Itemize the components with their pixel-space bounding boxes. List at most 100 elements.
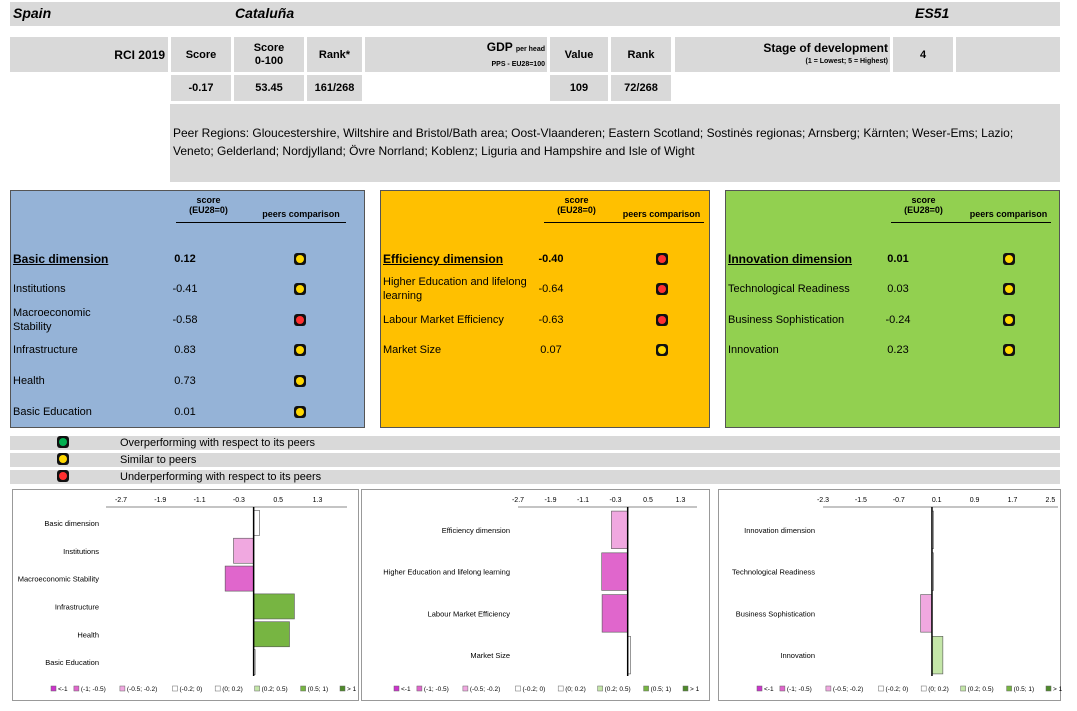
- rci-score100-value: 53.45: [234, 75, 304, 101]
- yellow-traffic-light-icon: [57, 453, 69, 465]
- legend-swatch: [393, 685, 400, 692]
- x-tick-label: -0.7: [893, 497, 905, 504]
- legend-label: > 1: [1053, 686, 1062, 693]
- indicator-score: -0.63: [538, 314, 564, 326]
- stage-label: Stage of development (1 = Lowest; 5 = Hi…: [675, 37, 890, 72]
- chart-svg: -2.3 -1.5 -0.7 0.1 0.9 1.7 2.5 Innovation dimen…: [732, 497, 1062, 693]
- score-column-header: score (EU28=0): [181, 195, 236, 215]
- yellow-traffic-light-icon-lamp: [296, 377, 304, 385]
- indicator-row: Basic Education 0.01: [13, 397, 362, 427]
- indicator-score: -0.64: [538, 283, 564, 295]
- legend-swatch: [1045, 685, 1052, 692]
- indicator-score: 0.83: [174, 344, 196, 356]
- peers-light-cell: [656, 344, 668, 356]
- indicator-name: Labour Market Efficiency: [383, 314, 504, 326]
- dimension-score: 0.01: [887, 253, 909, 265]
- gdp-label-small2: PPS - EU28=100: [491, 61, 545, 68]
- indicator-row: Business Sophistication -0.24: [728, 305, 1057, 335]
- bar-basic-dimension: [253, 510, 260, 536]
- peers-light-cell: [294, 314, 306, 326]
- legend-swatch: [339, 685, 346, 692]
- yellow-traffic-light-icon-lamp: [296, 255, 304, 263]
- score100-line2: 0-100: [254, 54, 284, 67]
- category-label: Market Size: [470, 651, 510, 660]
- indicator-name: Market Size: [383, 344, 442, 356]
- legend-label: (0.2; 0.5): [605, 686, 631, 693]
- region-header: Spain Cataluña ES51: [10, 2, 1060, 26]
- x-tick-label: -0.3: [233, 497, 245, 504]
- yellow-traffic-light-icon-lamp: [1005, 255, 1013, 263]
- peers-light-cell: [294, 253, 306, 265]
- legend-label: (0.5; 1): [308, 686, 329, 693]
- indicator-name: Innovation: [728, 344, 779, 356]
- legend-swatch: [960, 685, 966, 692]
- x-tick-label: -2.3: [817, 497, 829, 504]
- score-header-line2: (EU28=0): [189, 205, 228, 215]
- category-label: Business Sophistication: [736, 609, 815, 618]
- dimension-header-row: Efficiency dimension -0.40: [383, 244, 707, 274]
- indicator-score: -0.24: [885, 314, 911, 326]
- peers-light-cell: [294, 283, 306, 295]
- x-tick-label: 0.5: [273, 497, 283, 504]
- dimension-title: Efficiency dimension: [383, 252, 504, 266]
- dimension-box-efficiency: score (EU28=0) peers comparison Efficiency …: [380, 190, 710, 428]
- yellow-traffic-light-icon: [1003, 344, 1015, 356]
- score-column-header: score (EU28=0): [896, 195, 951, 215]
- rci-rank-value: 161/268: [307, 75, 362, 101]
- dimension-score: -0.40: [538, 253, 564, 265]
- legend-label: (0.2; 0.5): [968, 686, 994, 693]
- dimension-box-basic: score (EU28=0) peers comparison Basic dimen…: [10, 190, 365, 428]
- x-tick-label: -1.1: [577, 497, 589, 504]
- legend-label: <-1: [764, 686, 774, 693]
- category-label: Macroeconomic Stability: [18, 575, 100, 584]
- indicator-name: Technological Readiness: [728, 283, 850, 295]
- dimension-title: Basic dimension: [13, 252, 109, 266]
- category-label: Basic Education: [45, 658, 99, 667]
- peers-column-header: peers comparison: [622, 209, 701, 219]
- indicator-score: -0.58: [172, 314, 198, 326]
- red-traffic-light-icon-lamp: [59, 472, 67, 480]
- score-header-line1: score: [196, 195, 221, 205]
- legend-label: (-1; -0.5): [424, 686, 449, 693]
- category-label: Innovation: [780, 651, 815, 660]
- score-header-line2: (EU28=0): [904, 205, 943, 215]
- red-traffic-light-icon: [656, 283, 668, 295]
- x-tick-label: 0.9: [970, 497, 980, 504]
- x-tick-label: -0.3: [609, 497, 621, 504]
- yellow-traffic-light-icon-lamp: [1005, 285, 1013, 293]
- legend-label: (-0.2; 0): [886, 686, 909, 693]
- legend-swatch: [515, 685, 521, 692]
- chart-svg: -2.7 -1.9 -1.1 -0.3 0.5 1.3 Basic dimension Ins…: [18, 497, 357, 693]
- indicator-score: 0.07: [540, 344, 562, 356]
- rci-score-value: -0.17: [171, 75, 231, 101]
- bar-macroeconomic-stability: [224, 565, 254, 592]
- red-traffic-light-icon-lamp: [658, 255, 666, 263]
- bar-chart-3: -2.3 -1.5 -0.7 0.1 0.9 1.7 2.5 Innovation dimen…: [718, 489, 1062, 701]
- yellow-traffic-light-icon: [1003, 314, 1015, 326]
- legend-swatch: [643, 685, 649, 692]
- indicator-score: 0.01: [174, 406, 196, 418]
- region-code: ES51: [915, 5, 950, 21]
- score-header-line1: score: [911, 195, 936, 205]
- header-underline: [891, 222, 1051, 223]
- x-tick-label: -1.5: [855, 497, 867, 504]
- legend-swatch: [597, 685, 603, 692]
- dimension-score: 0.12: [174, 253, 196, 265]
- peers-column-header: peers comparison: [262, 209, 340, 219]
- indicator-row: Technological Readiness 0.03: [728, 274, 1057, 304]
- legend-swatch: [825, 685, 832, 692]
- bar-innovation: [931, 636, 944, 675]
- x-tick-label: 1.3: [676, 497, 686, 504]
- category-label: Higher Education and lifelong learning: [383, 568, 510, 577]
- indicator-row: Higher Education and lifelong learning -0…: [383, 274, 707, 304]
- legend-swatch: [878, 685, 884, 692]
- country-name: Spain: [13, 5, 52, 21]
- green-traffic-light-icon-lamp: [59, 438, 67, 446]
- x-tick-label: 1.7: [1008, 497, 1018, 504]
- peers-light-cell: [294, 406, 306, 418]
- x-tick-label: 0.5: [643, 497, 653, 504]
- red-traffic-light-icon-lamp: [296, 316, 304, 324]
- red-traffic-light-icon: [656, 253, 668, 265]
- score-header-line2: (EU28=0): [557, 205, 596, 215]
- peers-light-cell: [1003, 344, 1015, 356]
